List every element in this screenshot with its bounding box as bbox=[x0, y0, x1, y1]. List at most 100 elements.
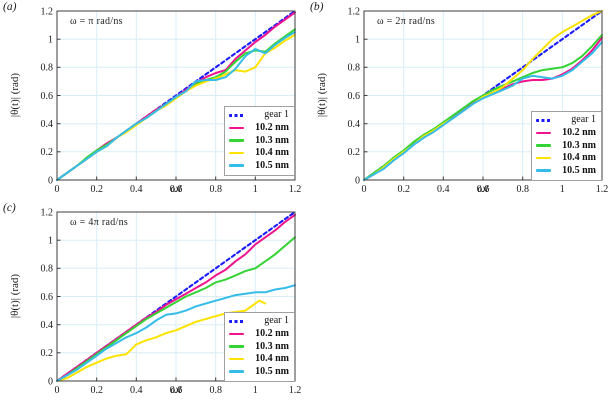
x-tick-label: 0.4 bbox=[437, 184, 450, 195]
solid-line-swatch bbox=[536, 144, 551, 147]
legend-c: gear 1 10.2 nm 10.3 nm 10.4 nm 10.5 nm bbox=[224, 312, 295, 382]
legend-item-gear-1: gear 1 bbox=[229, 315, 289, 328]
legend-label: 10.5 nm bbox=[255, 365, 289, 377]
legend-label: 10.2 nm bbox=[255, 121, 289, 133]
legend-item-10-2-nm: 10.2 nm bbox=[229, 328, 289, 341]
panel-c: 0 0.2 0.4 0.6 0.8 1 1.2 0 0.2 0.4 0.6 0.8 1 1.2 (c) ω… bbox=[0, 201, 307, 402]
x-tick-label: 0 bbox=[55, 184, 60, 195]
legend-label: 10.3 nm bbox=[255, 340, 289, 352]
y-tick-label: 1.2 bbox=[348, 6, 361, 17]
series-10-4-nm bbox=[363, 10, 603, 181]
x-tick-label: 1.2 bbox=[289, 184, 302, 195]
x-tick-label: 0.6 bbox=[170, 184, 183, 195]
x-tick-label: 0.6 bbox=[170, 385, 183, 396]
x-tick-label: 0.4 bbox=[130, 385, 143, 396]
legend-item-10-4-nm: 10.4 nm bbox=[229, 147, 289, 160]
y-tick-label: 0.2 bbox=[348, 147, 361, 158]
series-10-4-nm bbox=[56, 299, 267, 382]
x-tick-label: 1 bbox=[253, 184, 258, 195]
panel-label-b: (b) bbox=[310, 1, 324, 13]
x-tick-label: 0.8 bbox=[209, 184, 222, 195]
series-10-2-nm bbox=[56, 213, 296, 382]
legend-label: 10.3 nm bbox=[562, 139, 596, 151]
y-tick-label: 0.4 bbox=[41, 320, 54, 331]
series-10-3-nm bbox=[363, 33, 603, 181]
x-tick-label: 0.6 bbox=[477, 184, 490, 195]
legend-item-10-3-nm: 10.3 nm bbox=[536, 139, 596, 152]
y-tick-label: 1 bbox=[48, 35, 53, 46]
series-10-3-nm bbox=[56, 236, 296, 382]
y-tick-label: 0 bbox=[48, 175, 53, 186]
y-tick-label: 0.6 bbox=[348, 91, 361, 102]
series-10-5-nm bbox=[56, 284, 296, 382]
x-axis-label-c: ωt bbox=[170, 384, 182, 396]
legend-label: gear 1 bbox=[264, 109, 289, 121]
legend-item-10-5-nm: 10.5 nm bbox=[536, 164, 596, 177]
y-tick-label: 0.8 bbox=[41, 264, 54, 275]
legend-label: 10.5 nm bbox=[255, 159, 289, 171]
x-tick-label: 0.2 bbox=[90, 385, 103, 396]
x-axis-label-b: ωt bbox=[477, 183, 489, 195]
legend-label: 10.2 nm bbox=[562, 126, 596, 138]
x-tick-label: 0.2 bbox=[90, 184, 103, 195]
x-tick-label: 1 bbox=[253, 385, 258, 396]
legend-label: 10.2 nm bbox=[255, 327, 289, 339]
legend-item-10-3-nm: 10.3 nm bbox=[229, 134, 289, 147]
x-tick-label: 1.2 bbox=[596, 184, 609, 195]
y-tick-label: 0 bbox=[355, 175, 360, 186]
solid-line-swatch bbox=[229, 126, 244, 130]
x-tick-label: 0.8 bbox=[516, 184, 529, 195]
solid-line-swatch bbox=[536, 131, 551, 135]
legend-label: 10.4 nm bbox=[255, 147, 289, 159]
legend-item-gear-1: gear 1 bbox=[229, 109, 289, 122]
panel-label-a: (a) bbox=[3, 1, 17, 13]
legend-item-10-5-nm: 10.5 nm bbox=[229, 365, 289, 378]
x-tick-label: 0 bbox=[362, 184, 367, 195]
annotation-omega-a: ω = π rad/ns bbox=[70, 16, 123, 27]
solid-line-swatch bbox=[229, 357, 244, 361]
legend-label: gear 1 bbox=[571, 114, 596, 126]
legend-label: 10.5 nm bbox=[562, 164, 596, 176]
annotation-omega-b: ω = 2π rad/ns bbox=[377, 16, 436, 27]
x-axis-label-a: ωt bbox=[170, 183, 182, 195]
y-tick-label: 0.8 bbox=[348, 63, 361, 74]
y-tick-label: 0.2 bbox=[41, 348, 54, 359]
legend-a: gear 1 10.2 nm 10.3 nm 10.4 nm 10.5 nm bbox=[224, 106, 295, 176]
x-tick-label: 0.4 bbox=[130, 184, 143, 195]
panel-b: 0 0.2 0.4 0.6 0.8 1 1.2 0 0.2 0.4 0.6 0.8 1 1.2 (b) ω… bbox=[307, 0, 614, 201]
legend-item-10-2-nm: 10.2 nm bbox=[229, 122, 289, 135]
x-tick-label: 0 bbox=[55, 385, 60, 396]
y-tick-label: 1.2 bbox=[41, 207, 54, 218]
y-axis-label-b: |θ(t)| (rad) bbox=[316, 72, 328, 118]
dashed-line-swatch bbox=[536, 119, 551, 122]
legend-item-gear-1: gear 1 bbox=[536, 114, 596, 127]
dashed-line-swatch bbox=[229, 114, 244, 117]
y-tick-label: 0.8 bbox=[41, 63, 54, 74]
legend-item-10-4-nm: 10.4 nm bbox=[229, 353, 289, 366]
legend-item-10-5-nm: 10.5 nm bbox=[229, 159, 289, 172]
legend-label: gear 1 bbox=[264, 315, 289, 327]
y-axis-label-a: |θ(t)| (rad) bbox=[9, 72, 21, 118]
panel-label-c: (c) bbox=[3, 202, 16, 214]
plot-area-c: 0 0.2 0.4 0.6 0.8 1 1.2 0 0.2 0.4 0.6 0.8 1 1.2 bbox=[41, 207, 302, 396]
y-tick-label: 0.6 bbox=[41, 91, 54, 102]
y-tick-label: 0.4 bbox=[348, 119, 361, 130]
y-tick-label: 0.6 bbox=[41, 292, 54, 303]
x-tick-label: 0.2 bbox=[397, 184, 410, 195]
y-tick-label: 0.4 bbox=[41, 119, 54, 130]
series-10-5-nm bbox=[363, 41, 603, 181]
x-tick-label: 1.2 bbox=[289, 385, 302, 396]
solid-line-swatch bbox=[229, 370, 244, 373]
y-axis-label-c: |θ(t)| (rad) bbox=[9, 273, 21, 319]
legend-label: 10.4 nm bbox=[562, 152, 596, 164]
panel-a: 0 0.2 0.4 0.6 0.8 1 1.2 0 0.2 0.4 0.6 0.8 1 1.2 (a) ω… bbox=[0, 0, 307, 201]
y-tick-label: 1.2 bbox=[41, 6, 54, 17]
x-tick-label: 0.8 bbox=[209, 385, 222, 396]
legend-item-10-4-nm: 10.4 nm bbox=[536, 152, 596, 165]
solid-line-swatch bbox=[536, 156, 551, 160]
legend-label: 10.4 nm bbox=[255, 353, 289, 365]
x-tick-label: 1 bbox=[560, 184, 565, 195]
y-tick-label: 0 bbox=[48, 376, 53, 387]
legend-item-10-3-nm: 10.3 nm bbox=[229, 340, 289, 353]
